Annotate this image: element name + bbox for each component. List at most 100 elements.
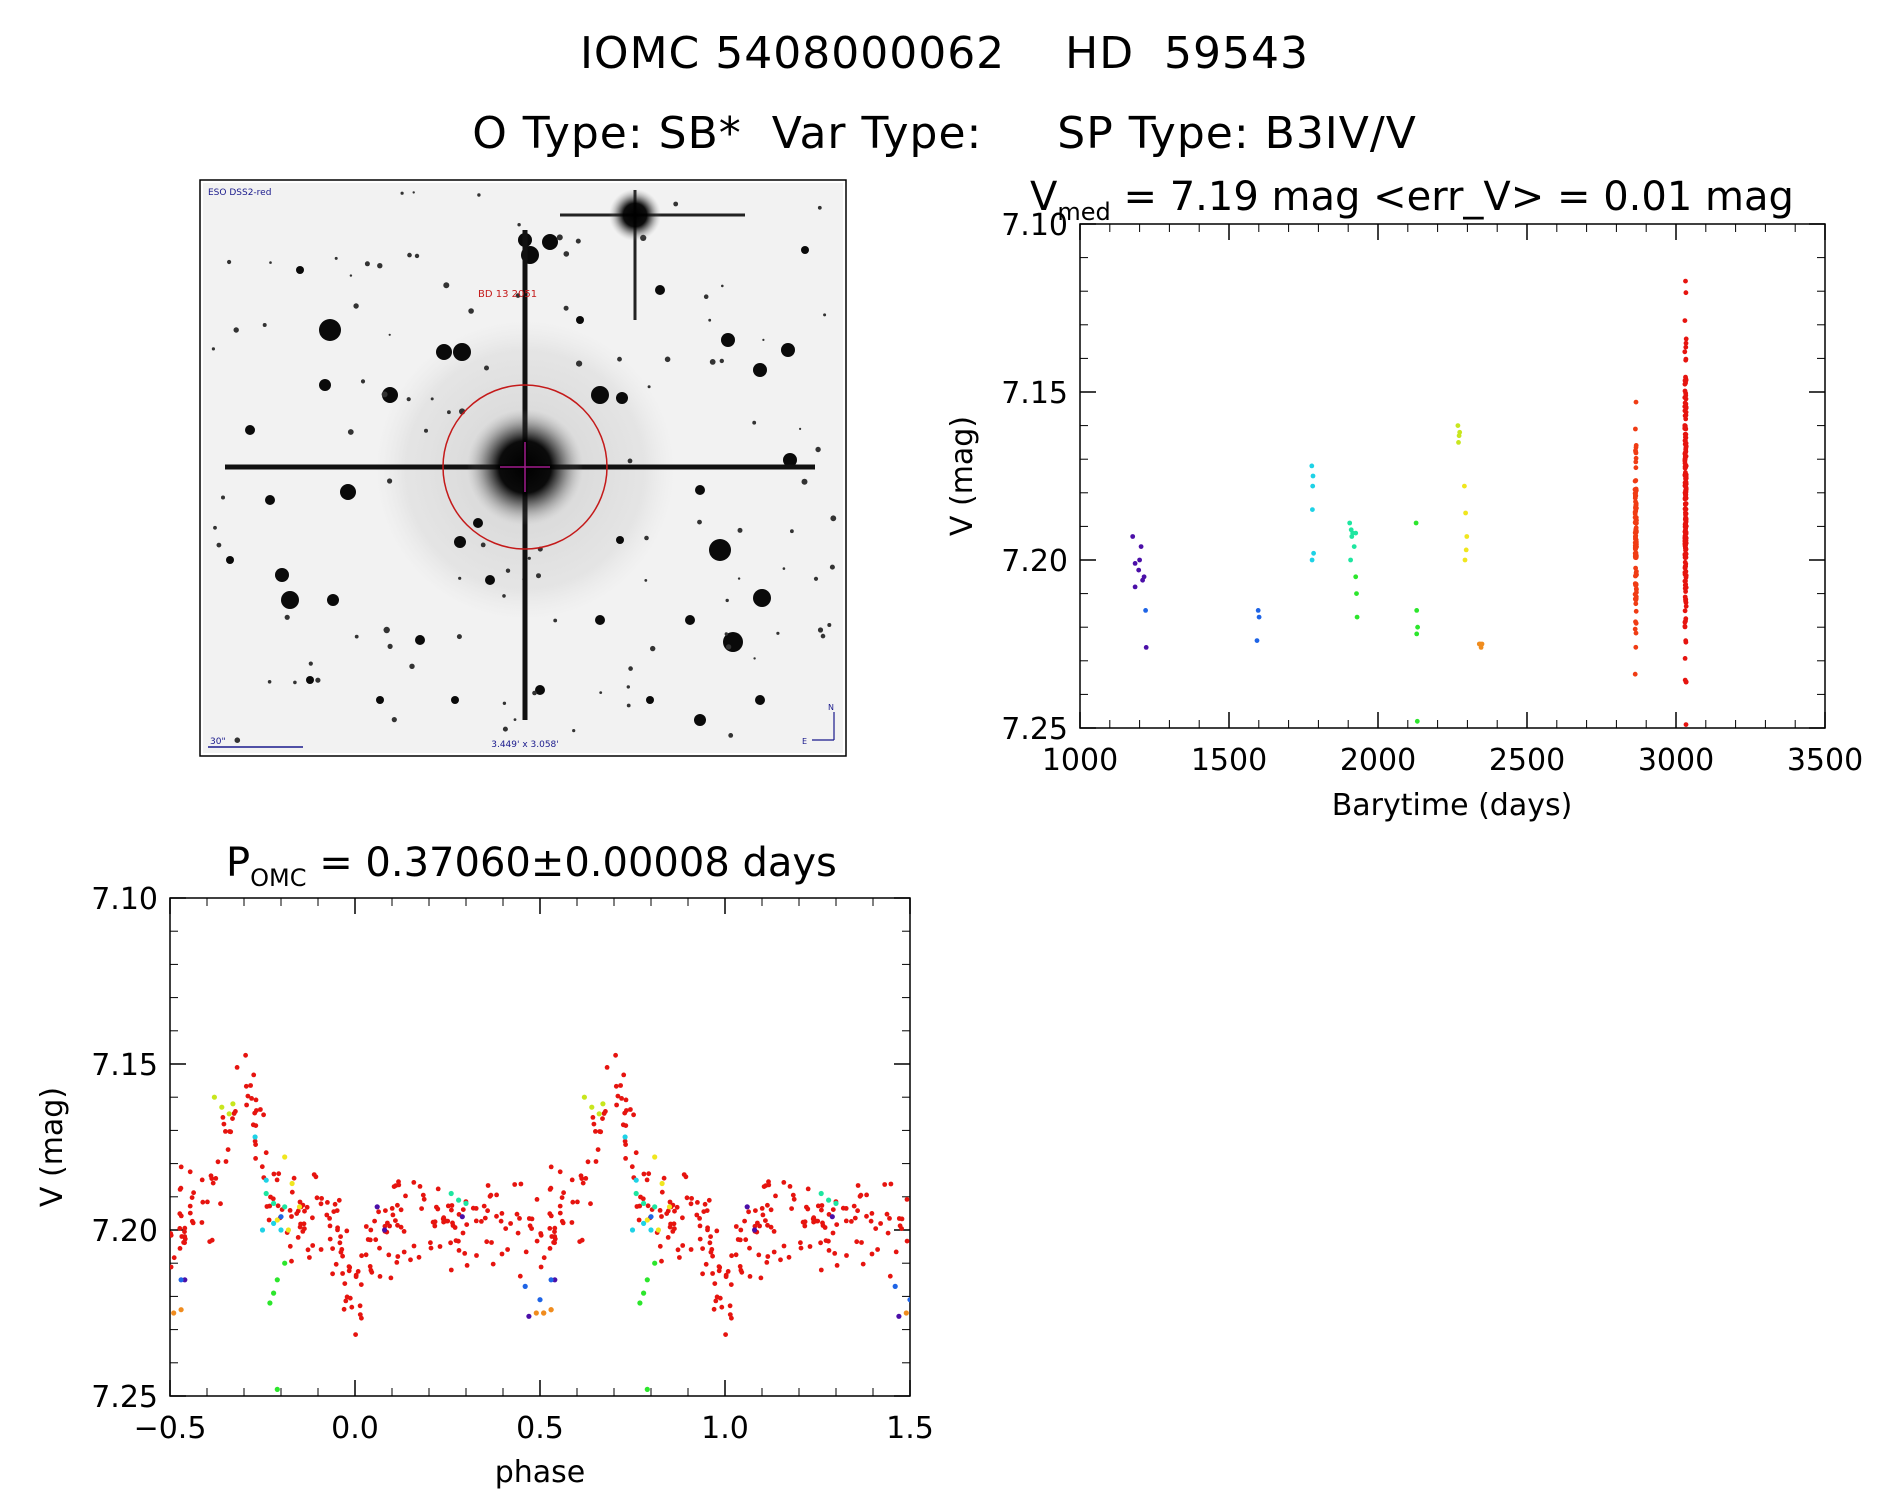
lightcurve-point [1682, 460, 1688, 466]
phased-point [428, 1245, 434, 1251]
phased-point [652, 1260, 658, 1266]
phased-point [717, 1295, 723, 1301]
phased-point [622, 1110, 628, 1116]
field-star [753, 363, 767, 377]
phased-point [719, 1304, 725, 1310]
phased-point [728, 1282, 734, 1287]
phased-title-sub: OMC [250, 864, 306, 892]
phased-point [733, 1252, 739, 1258]
phased-point [353, 1332, 358, 1337]
x-tick-label: 1.5 [886, 1411, 934, 1446]
phased-point [697, 1223, 703, 1229]
lightcurve-point [1683, 405, 1689, 411]
phased-point [386, 1252, 392, 1258]
faint-star [628, 666, 633, 671]
phased-point [768, 1207, 774, 1213]
phased-point [445, 1203, 451, 1209]
lightcurve-point [1682, 565, 1688, 571]
phased-point [282, 1204, 288, 1210]
phased-point [359, 1253, 364, 1259]
survey-label: ESO DSS2-red [208, 188, 271, 198]
phased-point [708, 1249, 714, 1255]
field-star [453, 343, 471, 361]
phased-point [600, 1101, 606, 1107]
phased-point [258, 1107, 263, 1112]
phased-point [591, 1121, 597, 1127]
phased-point [382, 1223, 388, 1229]
x-tick-label: −0.5 [134, 1411, 207, 1446]
faint-star [817, 627, 824, 633]
phased-point [683, 1174, 689, 1180]
phased-point [596, 1111, 602, 1117]
faint-star [354, 634, 359, 639]
phased-point [346, 1264, 352, 1269]
phased-point [349, 1304, 355, 1310]
phased-point [449, 1203, 455, 1208]
phased-point [411, 1243, 417, 1249]
lightcurve-point [1682, 388, 1688, 394]
lightcurve-point [1633, 534, 1638, 539]
phased-point [289, 1189, 295, 1195]
lightcurve-point [1353, 574, 1359, 580]
phased-point [499, 1211, 505, 1216]
phased-point [416, 1254, 422, 1260]
faint-star [817, 205, 822, 210]
phased-point [330, 1271, 335, 1277]
phased-point [359, 1315, 364, 1321]
faint-star [269, 261, 272, 264]
faint-star [536, 573, 541, 579]
phased-point [631, 1112, 636, 1118]
x-tick-label: 0.5 [516, 1411, 564, 1446]
phased-point [869, 1251, 875, 1257]
phased-point [252, 1134, 258, 1140]
lightcurve-point [1632, 553, 1638, 559]
phased-chart: POMC = 0.37060±0.00008 days −0.5 0.0 0.5 1.… [35, 840, 934, 1490]
phased-point [575, 1199, 580, 1205]
phased-point [637, 1203, 643, 1209]
phased-point [243, 1052, 249, 1058]
phased-point [852, 1215, 858, 1221]
phased-point [367, 1264, 373, 1269]
lightcurve-point [1683, 534, 1689, 540]
phased-point [763, 1218, 768, 1223]
phased-point [297, 1224, 303, 1230]
phased-point [629, 1227, 636, 1233]
phased-point [738, 1227, 744, 1233]
faint-star [799, 427, 802, 430]
lightcurve-point [1633, 478, 1639, 483]
lightcurve-point [1683, 340, 1689, 346]
phased-point [333, 1261, 339, 1267]
lightcurve-point [1683, 502, 1688, 507]
phased-point [765, 1202, 770, 1208]
lightcurve-point [1683, 396, 1689, 402]
phased-point [904, 1197, 910, 1202]
phased-point [171, 1310, 177, 1316]
phased-point [271, 1220, 277, 1226]
phased-point [420, 1192, 426, 1198]
field-star [319, 379, 331, 391]
phased-point [460, 1230, 466, 1236]
phased-point [583, 1176, 589, 1181]
phased-point [802, 1219, 808, 1225]
phased-point [622, 1134, 628, 1140]
faint-star [820, 633, 826, 639]
phased-point [177, 1246, 183, 1251]
faint-star [790, 529, 794, 534]
phased-point [798, 1245, 804, 1251]
field-star [721, 333, 735, 347]
phased-point [641, 1290, 647, 1296]
phased-point [355, 1269, 361, 1274]
phased-point [178, 1185, 184, 1191]
phased-point [674, 1204, 680, 1210]
phased-point [249, 1096, 255, 1101]
field-star [296, 266, 304, 274]
lightcurve-point [1632, 626, 1638, 632]
phased-point [557, 1169, 563, 1175]
phased-y-ticks: 7.10 7.15 7.20 7.25 [91, 882, 910, 1415]
phased-point [804, 1204, 809, 1210]
y-tick-label: 7.10 [91, 882, 158, 917]
phased-point [819, 1207, 824, 1213]
phased-point [523, 1249, 529, 1255]
phased-point [629, 1164, 635, 1170]
